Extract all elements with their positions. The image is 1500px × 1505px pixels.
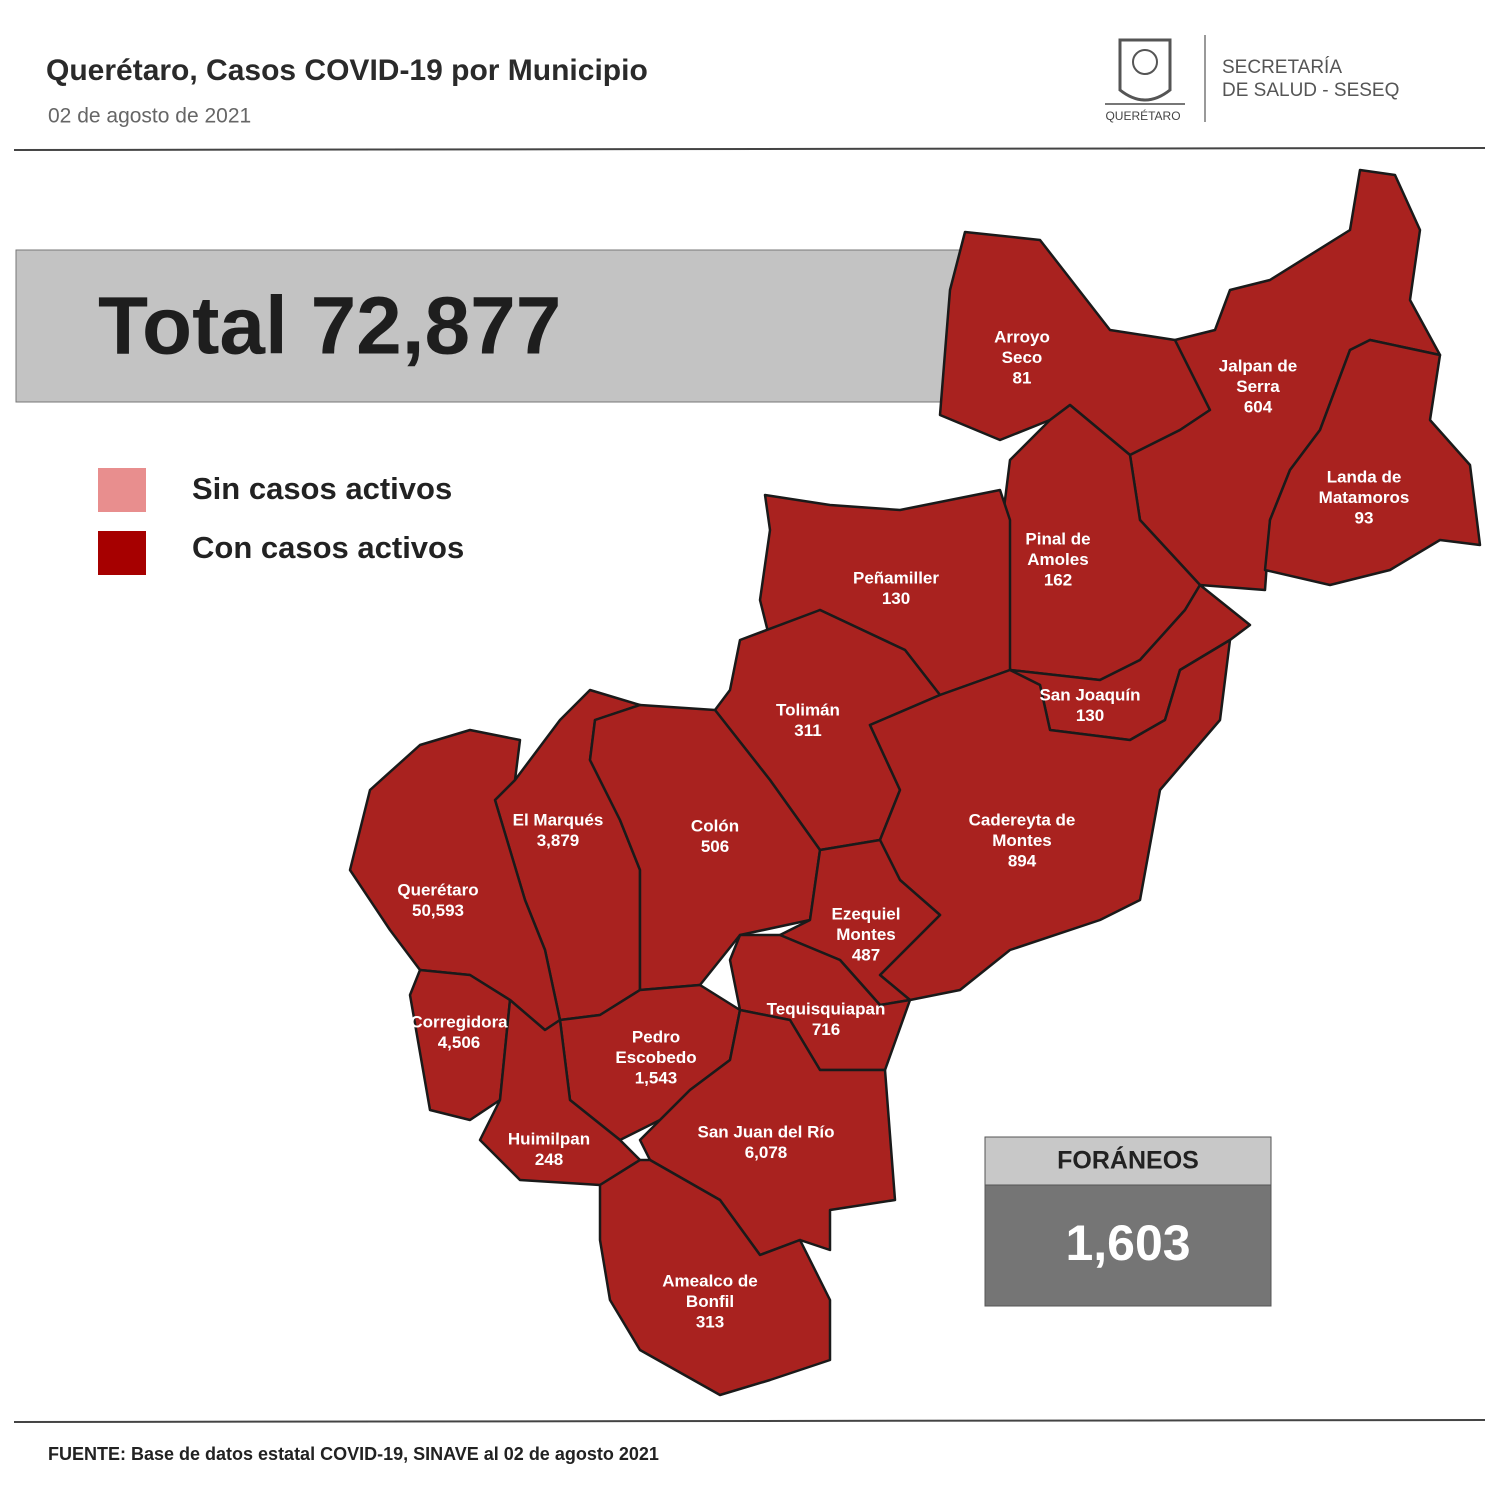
municipality-name: Seco [1002,348,1043,367]
municipality-cases: 506 [701,837,729,856]
rule [13,147,1486,151]
municipality-name: Pinal de [1025,529,1090,548]
municipality-name: Tolimán [776,700,840,719]
legend-swatch [98,468,146,512]
municipality-cases: 311 [794,721,821,740]
municipality-name: San Juan del Río [698,1122,835,1141]
municipality-name: Colón [691,816,739,835]
agency: DE SALUD - SESEQ [1222,80,1399,101]
municipality-name: Cadereyta de [969,810,1076,829]
municipality-cases: 162 [1044,570,1072,589]
municipality-name: Landa de [1327,467,1402,486]
rule [13,1419,1486,1423]
municipality-name: Tequisquiapan [767,999,886,1018]
municipality-name: Pedro [632,1027,680,1046]
agency: SECRETARÍA [1222,57,1342,78]
foraneos-label: FORÁNEOS [1057,1146,1199,1175]
municipality-cases: 3,879 [537,831,580,850]
foraneos-value: 1,603 [1065,1215,1190,1271]
municipality-name: Bonfil [686,1292,734,1311]
foraneos-box [984,1184,1272,1307]
municipality-cases: 130 [882,589,910,608]
municipality-cases: 6,078 [745,1143,788,1162]
total: Total 72,877 [98,281,561,372]
logo-text: QUERÉTARO [1105,108,1180,123]
municipality-cases: 130 [1076,706,1104,725]
municipality-name: Escobedo [615,1048,696,1067]
map [348,168,1482,1397]
municipality-name: Arroyo [994,327,1050,346]
municipality-name: Amoles [1027,550,1088,569]
municipality [598,1158,832,1397]
municipality-name: Ezequiel [832,904,901,923]
date: 02 de agosto de 2021 [48,105,251,128]
municipality-name: Amealco de [662,1271,757,1290]
municipality-cases: 50,593 [412,901,464,920]
municipality-cases: 248 [535,1150,563,1169]
municipality-name: Montes [836,925,896,944]
legend-label: Sin casos activos [192,471,452,506]
municipality-cases: 93 [1355,508,1374,527]
municipality-name: San Joaquín [1039,685,1140,704]
total-banner [15,249,977,403]
logo [1105,38,1185,105]
municipality-name: Montes [992,831,1052,850]
legend-swatch [98,531,146,575]
municipality-cases: 716 [812,1020,840,1039]
municipality-cases: 1,543 [635,1068,678,1087]
municipality-cases: 604 [1244,397,1273,416]
legend-label: Con casos activos [192,530,464,565]
municipality-cases: 81 [1013,368,1032,387]
municipality-name: Peñamiller [853,568,939,587]
municipality-cases: 487 [852,945,880,964]
municipality-cases: 894 [1008,851,1037,870]
municipality-name: Jalpan de [1219,356,1297,375]
municipality-name: Huimilpan [508,1129,590,1148]
footer: FUENTE: Base de datos estatal COVID-19, … [48,1444,659,1464]
municipality [1263,338,1482,587]
municipality-name: Matamoros [1319,488,1410,507]
municipality-cases: 4,506 [438,1033,481,1052]
municipality-name: Serra [1236,377,1280,396]
municipality-name: El Marqués [513,810,604,829]
title: Querétaro, Casos COVID-19 por Municipio [46,54,648,87]
municipality-name: Querétaro [397,880,478,899]
municipality-name: Corregidora [410,1012,508,1031]
municipality-cases: 313 [696,1312,724,1331]
